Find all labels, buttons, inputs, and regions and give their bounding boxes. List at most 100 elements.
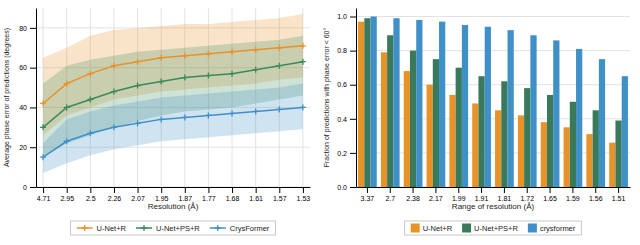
marker [40, 124, 46, 130]
x-tick: 4.71 [37, 187, 51, 202]
x-tick-mark [303, 187, 304, 193]
x-tick-mark [67, 187, 68, 193]
x-tick-label: 2.38 [406, 195, 420, 202]
marks [358, 17, 628, 187]
marker [158, 79, 164, 85]
bar [410, 51, 416, 187]
x-tick-label: 2.5 [86, 195, 96, 202]
y-tick-mark [350, 187, 356, 188]
marker [253, 108, 259, 114]
y-axis: 020406080 [19, 9, 36, 191]
bar [381, 52, 387, 187]
y-tick-label: 0.8 [337, 47, 347, 54]
bar [593, 110, 599, 187]
bar [371, 17, 377, 187]
x-tick-label: 2.07 [131, 195, 145, 202]
y-tick: 0 [23, 184, 36, 191]
legend-swatch [462, 224, 471, 233]
legend-label: CrysFormer [230, 224, 270, 233]
bar [599, 59, 605, 187]
x-tick-label: 1.68 [226, 195, 240, 202]
x-axis-line [357, 187, 631, 188]
x-tick-mark [279, 187, 280, 193]
y-axis-line [36, 9, 37, 188]
x-tick-mark [390, 187, 391, 193]
bar [518, 115, 524, 187]
bar [416, 20, 422, 187]
bar [547, 95, 553, 187]
marker [276, 106, 282, 112]
bar [570, 102, 576, 187]
x-tick: 1.91 [475, 187, 489, 202]
y-tick-label: 1.0 [337, 13, 347, 20]
x-tick-label: 1.61 [249, 195, 263, 202]
marker [158, 55, 164, 61]
y-tick-mark [350, 17, 356, 18]
x-tick: 2.95 [60, 187, 74, 202]
x-tick-mark [504, 187, 505, 193]
x-tick-label: 1.95 [155, 195, 169, 202]
marker [300, 104, 306, 110]
marker [205, 112, 211, 118]
x-tick: 1.87 [178, 187, 192, 202]
x-tick-mark [413, 187, 414, 193]
x-tick-mark [232, 187, 233, 193]
y-tick-mark [350, 153, 356, 154]
y-tick: 1.0 [337, 13, 356, 20]
marker [182, 75, 188, 81]
y-tick: 80 [19, 25, 36, 32]
x-tick-label: 2.95 [60, 195, 74, 202]
x-tick-mark [138, 187, 139, 193]
legend-label: U-Net+PS+R [474, 224, 518, 233]
x-tick: 2.5 [86, 187, 96, 202]
x-tick-mark [367, 187, 368, 193]
x-tick: 1.95 [155, 187, 169, 202]
x-tick: 1.53 [297, 187, 311, 202]
x-axis-title: Range of resolution (Å) [452, 202, 535, 211]
y-tick-mark [350, 85, 356, 86]
bar [358, 22, 364, 187]
marker [64, 104, 70, 110]
y-tick-mark [350, 51, 356, 52]
x-tick-label: 1.72 [520, 195, 534, 202]
line [43, 62, 303, 128]
y-axis-title: Fraction of predictions with phase error… [323, 28, 331, 168]
x-tick: 1.59 [566, 187, 580, 202]
x-tick-mark [481, 187, 482, 193]
bar [553, 40, 559, 187]
marker [87, 71, 93, 77]
grid [36, 8, 310, 187]
bar [609, 143, 615, 187]
y-tick-mark [30, 107, 36, 108]
marker [253, 47, 259, 53]
marker [111, 89, 117, 95]
marker [182, 114, 188, 120]
x-tick-label: 1.57 [273, 195, 287, 202]
marker [135, 83, 141, 89]
legend-label: U-Net+R [97, 224, 127, 233]
bar [472, 103, 478, 187]
x-tick: 1.99 [452, 187, 466, 202]
bar [462, 25, 468, 187]
legend: U-Net+RU-Net+PS+RCrysFormer [71, 221, 276, 235]
x-tick-mark [435, 187, 436, 193]
x-tick-label: 1.81 [498, 195, 512, 202]
bar [485, 27, 491, 187]
x-tick-mark [572, 187, 573, 193]
marker [229, 110, 235, 116]
marker [87, 96, 93, 102]
x-tick: 1.72 [520, 187, 534, 202]
legend-label: crysformer [540, 224, 576, 233]
x-tick-label: 1.87 [178, 195, 192, 202]
x-tick-mark [90, 187, 91, 193]
bar [404, 71, 410, 187]
bar [576, 49, 582, 187]
y-tick: 20 [19, 144, 36, 151]
x-tick: 2.07 [131, 187, 145, 202]
marker [253, 67, 259, 73]
legend-item: U-Net+PS+R [462, 224, 518, 233]
bar-series [371, 17, 628, 187]
y-tick-label: 0.0 [337, 184, 347, 191]
x-tick-label: 1.91 [475, 195, 489, 202]
y-tick-mark [30, 28, 36, 29]
